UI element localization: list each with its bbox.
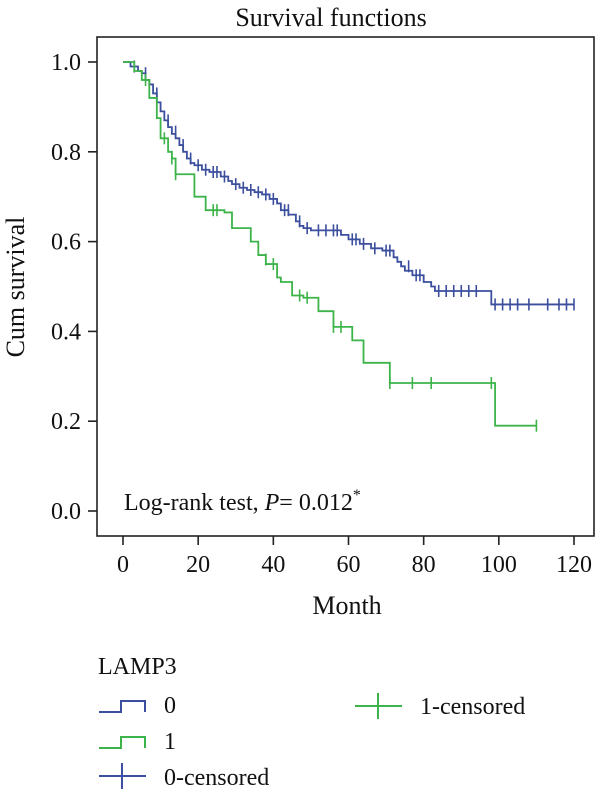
x-axis: 0 20 40 60 80 100 120 [117,536,592,578]
y-tick-label: 0.0 [51,499,81,525]
x-axis-label: Month [312,591,381,620]
legend-label-0-censored: 0-censored [164,765,269,791]
x-tick-label: 20 [186,552,210,578]
legend-title: LAMP3 [98,654,177,680]
legend-label-0: 0 [164,693,176,719]
annotation-p-symbol: P [264,490,280,516]
legend-entry-0-censored: 0-censored [99,763,269,791]
log-rank-annotation: Log-rank test, P= 0.012* [124,487,361,516]
legend-swatch-step-0 [99,700,146,713]
km-curve-series-0 [123,61,574,306]
km-curve-series-1 [123,61,537,427]
x-tick-label: 60 [337,552,361,578]
annotation-p-value: = 0.012 [279,490,353,516]
x-tick-label: 120 [556,552,592,578]
y-tick-label: 0.6 [51,230,81,256]
y-axis: 0.0 0.2 0.4 0.6 0.8 1.0 [51,50,97,525]
legend-entry-0: 0 [99,693,176,719]
y-tick-label: 0.2 [51,409,81,435]
y-tick-label: 0.4 [51,319,81,345]
legend-entry-1: 1 [99,729,176,755]
annotation-prefix: Log-rank test, [124,490,265,516]
x-tick-label: 100 [481,552,517,578]
plot-area-frame [96,36,595,537]
x-tick-label: 0 [117,552,129,578]
legend: LAMP3 0 1 0-censored 1-censored [98,654,525,791]
y-tick-label: 1.0 [51,50,81,76]
series-layer [123,60,575,432]
y-axis-label: Cum survival [1,217,30,358]
y-tick-label: 0.8 [51,140,81,166]
x-tick-label: 40 [261,552,285,578]
legend-label-1: 1 [164,729,176,755]
legend-entry-1-censored: 1-censored [355,693,525,720]
legend-label-1-censored: 1-censored [420,694,525,720]
x-tick-label: 80 [412,552,436,578]
legend-swatch-step-1 [99,736,146,749]
chart-title: Survival functions [235,3,426,32]
annotation-superscript: * [353,487,361,504]
